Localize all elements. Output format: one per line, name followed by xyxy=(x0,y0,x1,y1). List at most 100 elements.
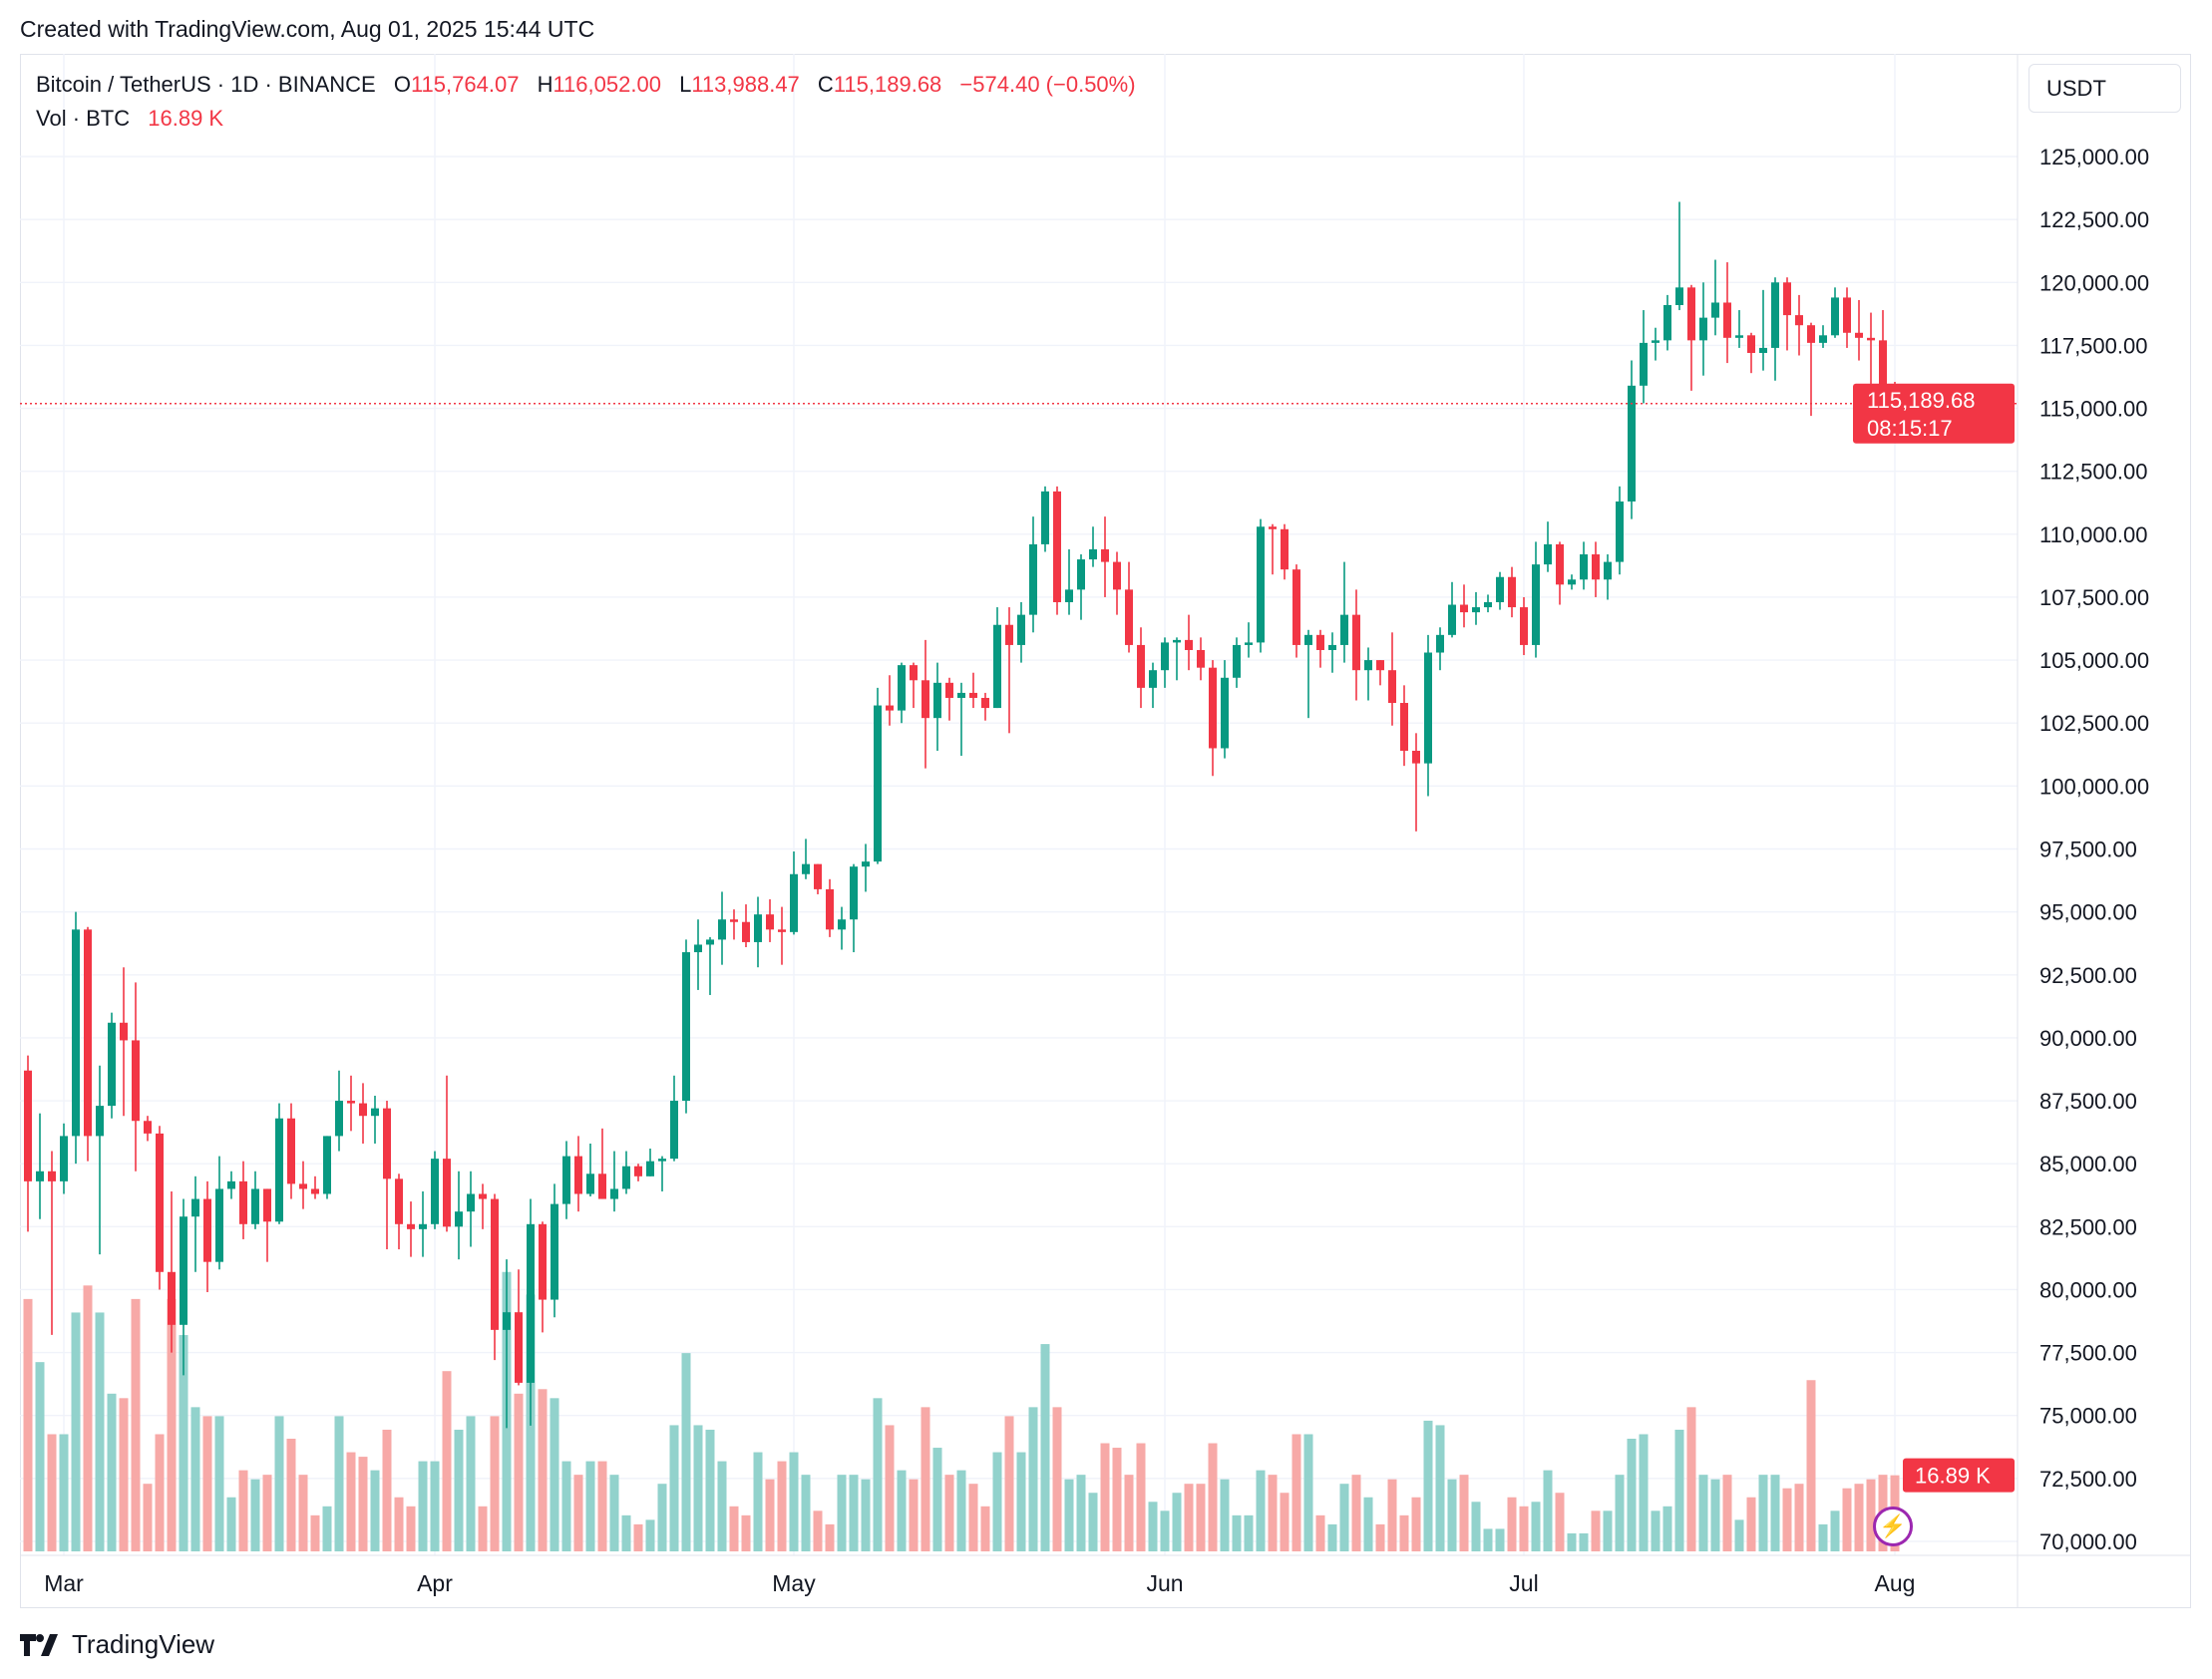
candle-up[interactable] xyxy=(1364,660,1372,671)
candle-up[interactable] xyxy=(1759,347,1767,353)
candle-up[interactable] xyxy=(993,624,1001,709)
candle-up[interactable] xyxy=(1652,340,1659,343)
candle-down[interactable] xyxy=(886,705,894,711)
candle-up[interactable] xyxy=(1304,634,1312,645)
candle-down[interactable] xyxy=(1352,614,1360,671)
candle-up[interactable] xyxy=(874,705,882,862)
candle-down[interactable] xyxy=(1783,282,1791,316)
candle-up[interactable] xyxy=(503,1312,511,1330)
candle-up[interactable] xyxy=(1448,604,1456,635)
candle-down[interactable] xyxy=(766,914,774,930)
candle-down[interactable] xyxy=(1867,337,1875,341)
candle-down[interactable] xyxy=(1879,340,1887,390)
candle-down[interactable] xyxy=(144,1121,152,1134)
candle-up[interactable] xyxy=(227,1180,235,1189)
candle-up[interactable] xyxy=(562,1156,570,1204)
candle-down[interactable] xyxy=(1843,297,1851,333)
candle-up[interactable] xyxy=(36,1171,44,1181)
candle-up[interactable] xyxy=(1496,576,1504,603)
candle-down[interactable] xyxy=(359,1103,367,1117)
candle-up[interactable] xyxy=(1017,614,1025,645)
candle-down[interactable] xyxy=(24,1070,32,1181)
candle-down[interactable] xyxy=(168,1271,176,1325)
candle-down[interactable] xyxy=(574,1156,582,1194)
candle-up[interactable] xyxy=(622,1166,630,1189)
candle-up[interactable] xyxy=(670,1101,678,1160)
candle-up[interactable] xyxy=(419,1223,427,1229)
volume-label[interactable]: Vol · BTC xyxy=(36,106,131,131)
candle-up[interactable] xyxy=(1699,317,1707,341)
candle-down[interactable] xyxy=(1520,607,1528,645)
candle-up[interactable] xyxy=(431,1159,439,1224)
candle-down[interactable] xyxy=(826,888,834,930)
candle-down[interactable] xyxy=(1723,302,1731,338)
candle-up[interactable] xyxy=(1472,607,1480,613)
candle-down[interactable] xyxy=(1687,287,1695,341)
candle-up[interactable] xyxy=(1544,543,1552,565)
candle-down[interactable] xyxy=(814,863,822,889)
candle-down[interactable] xyxy=(287,1118,295,1184)
candle-down[interactable] xyxy=(395,1178,403,1224)
candle-down[interactable] xyxy=(407,1223,415,1229)
candle-up[interactable] xyxy=(191,1198,199,1217)
candle-down[interactable] xyxy=(299,1183,307,1189)
candle-up[interactable] xyxy=(1436,634,1444,653)
candle-up[interactable] xyxy=(96,1106,104,1137)
candle-up[interactable] xyxy=(527,1223,535,1383)
candle-up[interactable] xyxy=(1580,554,1588,580)
candle-up[interactable] xyxy=(1771,282,1779,348)
candle-down[interactable] xyxy=(239,1180,247,1224)
candle-down[interactable] xyxy=(491,1198,499,1330)
candle-up[interactable] xyxy=(838,919,846,930)
candle-down[interactable] xyxy=(1316,634,1324,650)
candle-up[interactable] xyxy=(1675,287,1683,306)
candle-up[interactable] xyxy=(957,692,965,698)
candle-up[interactable] xyxy=(1161,642,1169,671)
candle-down[interactable] xyxy=(48,1171,56,1181)
candle-up[interactable] xyxy=(694,944,702,953)
candle-up[interactable] xyxy=(1484,602,1492,608)
candle-down[interactable] xyxy=(84,929,92,1137)
candle-up[interactable] xyxy=(790,873,798,932)
candle-up[interactable] xyxy=(72,929,80,1137)
candle-down[interactable] xyxy=(1508,576,1516,608)
candle-up[interactable] xyxy=(251,1188,259,1224)
candle-down[interactable] xyxy=(1185,639,1193,650)
candle-down[interactable] xyxy=(383,1108,391,1179)
candle-up[interactable] xyxy=(108,1022,116,1107)
candle-down[interactable] xyxy=(1053,491,1061,603)
candle-down[interactable] xyxy=(1113,561,1121,590)
candle-down[interactable] xyxy=(1556,543,1564,585)
candle-down[interactable] xyxy=(1209,667,1217,749)
candle-down[interactable] xyxy=(1197,649,1205,668)
candle-up[interactable] xyxy=(933,682,941,719)
candle-up[interactable] xyxy=(1149,670,1157,688)
candle-down[interactable] xyxy=(263,1188,271,1222)
candle-up[interactable] xyxy=(323,1136,331,1194)
candle-up[interactable] xyxy=(1604,561,1612,580)
candle-up[interactable] xyxy=(1663,305,1671,341)
candle-up[interactable] xyxy=(1257,526,1265,643)
candle-up[interactable] xyxy=(1568,579,1576,585)
candle-down[interactable] xyxy=(742,921,750,942)
candle-down[interactable] xyxy=(1005,624,1013,645)
candle-down[interactable] xyxy=(945,682,953,698)
candle-down[interactable] xyxy=(981,697,989,709)
candle-down[interactable] xyxy=(203,1198,211,1262)
candle-up[interactable] xyxy=(275,1118,283,1222)
candle-down[interactable] xyxy=(1460,604,1468,613)
candle-down[interactable] xyxy=(910,665,918,681)
candle-up[interactable] xyxy=(646,1161,654,1176)
candle-up[interactable] xyxy=(1711,302,1719,318)
candle-down[interactable] xyxy=(1281,528,1289,570)
candle-up[interactable] xyxy=(1628,385,1636,502)
candle-down[interactable] xyxy=(1747,335,1755,353)
candle-down[interactable] xyxy=(1269,526,1277,529)
candle-up[interactable] xyxy=(1532,564,1540,645)
lightning-icon[interactable]: ⚡ xyxy=(1873,1507,1913,1546)
candle-down[interactable] xyxy=(634,1166,642,1176)
candle-down[interactable] xyxy=(1125,589,1133,645)
candle-up[interactable] xyxy=(898,665,906,711)
candle-up[interactable] xyxy=(1041,491,1049,544)
